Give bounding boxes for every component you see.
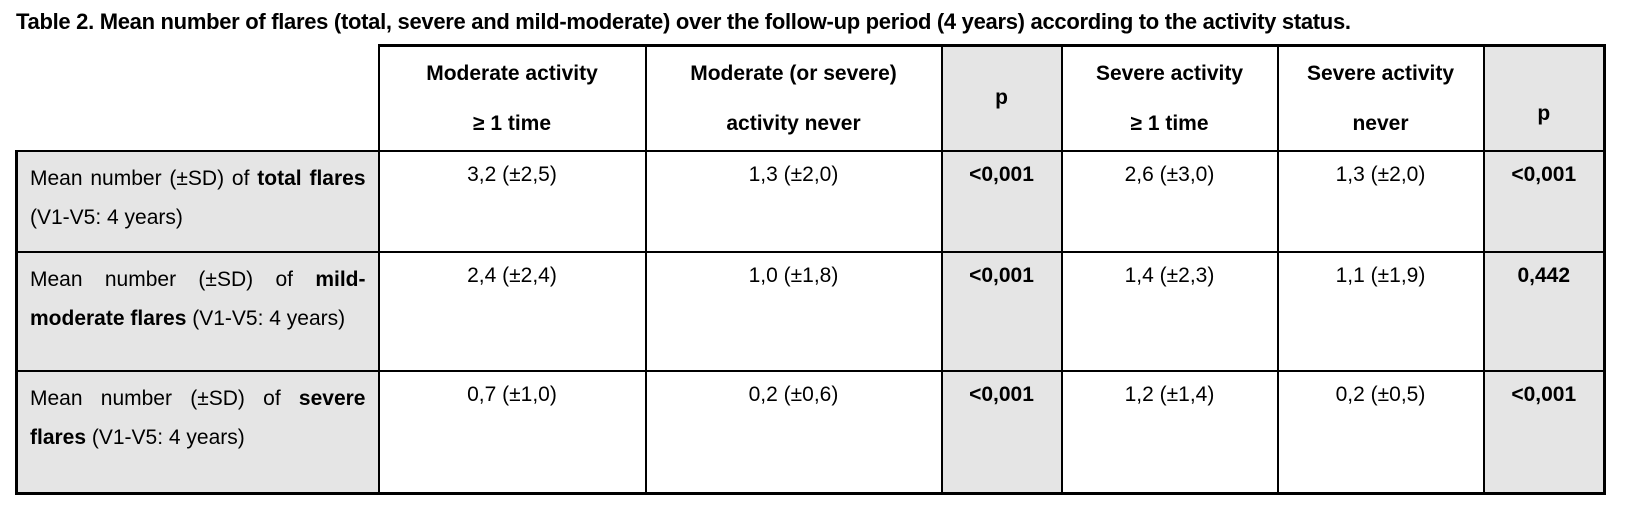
label-suffix: (V1-V5: 4 years) [30,205,183,229]
header-line: never [1352,112,1409,135]
row-label-mild-moderate-flares: Mean number (±SD) of mild-moderate flare… [15,250,380,372]
header-line: Severe activity [1095,62,1244,85]
p-value-cell: <0,001 [1482,369,1606,495]
value-cell: 1,4 (±2,3) [1060,250,1279,372]
value-cell: 0,7 (±1,0) [377,369,647,495]
p-value-cell: <0,001 [1482,149,1606,253]
p-value-cell: 0,442 [1482,250,1606,372]
value-cell: 1,2 (±1,4) [1060,369,1279,495]
table-row-severe-flares: Mean number (±SD) of severe flares (V1-V… [15,369,1606,495]
label-prefix: Mean number (±SD) of [30,386,299,410]
header-cell-moderate-never: Moderate (or severe) activity never [644,44,943,152]
header-line: ≥ 1 time [472,112,552,135]
header-cell-p-moderate: p [940,44,1063,152]
value-cell: 0,2 (±0,5) [1276,369,1485,495]
header-cell-moderate-activity: Moderate activity ≥ 1 time [377,44,647,152]
header-line: p [995,86,1008,109]
value-cell: 2,4 (±2,4) [377,250,647,372]
table-row-mild-moderate-flares: Mean number (±SD) of mild-moderate flare… [15,250,1606,372]
header-line: ≥ 1 time [1130,112,1209,135]
label-suffix: (V1-V5: 4 years) [186,306,346,330]
table-row-total-flares: Mean number (±SD) of total flares (V1-V5… [15,149,1606,253]
header-line: Moderate (or severe) [690,62,897,85]
p-value-cell: <0,001 [940,369,1063,495]
flares-table: Moderate activity ≥ 1 time Moderate (or … [15,44,1606,495]
value-cell: 2,6 (±3,0) [1060,149,1279,253]
p-value-cell: <0,001 [940,149,1063,253]
row-label-severe-flares: Mean number (±SD) of severe flares (V1-V… [15,369,380,495]
row-label-total-flares: Mean number (±SD) of total flares (V1-V5… [15,149,380,253]
value-cell: 1,0 (±1,8) [644,250,943,372]
label-prefix: Mean number (±SD) of [30,166,258,190]
value-cell: 1,1 (±1,9) [1276,250,1485,372]
header-cell-severe-activity: Severe activity ≥ 1 time [1060,44,1279,152]
header-line: Severe activity [1306,62,1455,85]
header-cell-p-severe: p [1482,44,1606,152]
header-cell-severe-never: Severe activity never [1276,44,1485,152]
table-caption: Table 2. Mean number of flares (total, s… [16,9,1351,34]
header-row: Moderate activity ≥ 1 time Moderate (or … [16,44,1606,152]
header-line: Moderate activity [426,62,598,85]
label-bold: total flares [257,166,366,190]
header-line: activity never [726,112,861,135]
label-prefix: Mean number (±SD) of [30,267,316,291]
value-cell: 1,3 (±2,0) [644,149,943,253]
p-value-cell: <0,001 [940,250,1063,372]
label-bold: mild-moderate flares [30,267,366,330]
label-bold: severe flares [30,386,366,449]
label-suffix: (V1-V5: 4 years) [86,425,245,449]
corner-cell [16,45,379,151]
value-cell: 0,2 (±0,6) [644,369,943,495]
header-line: p [1537,102,1551,125]
value-cell: 3,2 (±2,5) [377,149,647,253]
value-cell: 1,3 (±2,0) [1276,149,1485,253]
